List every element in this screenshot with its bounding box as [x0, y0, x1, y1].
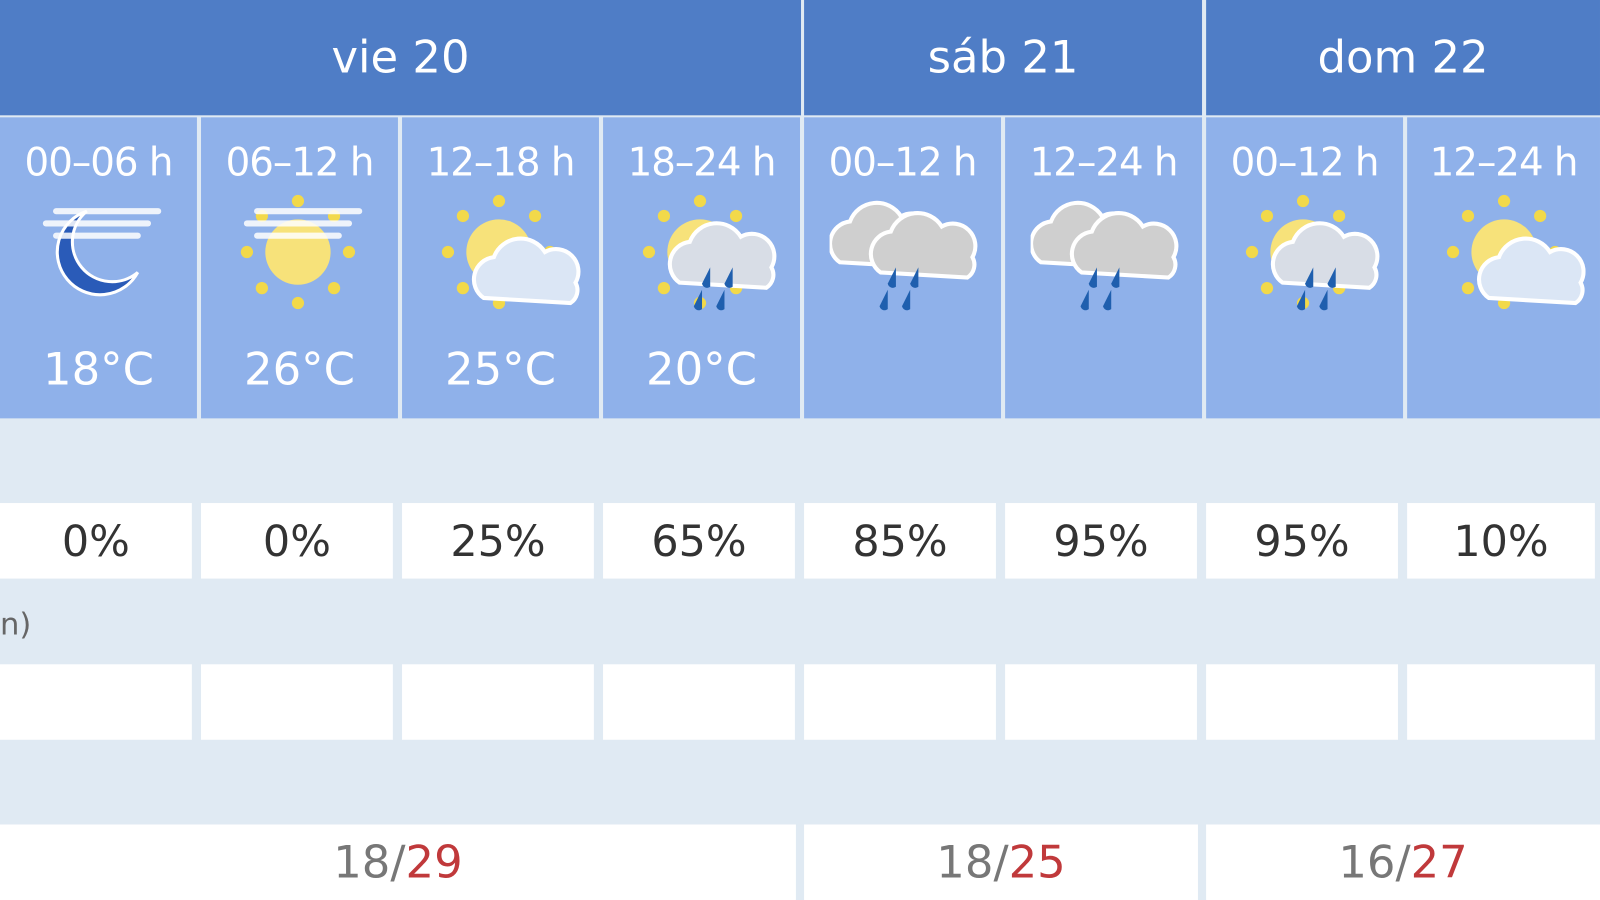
period-label: 12–24 h: [1429, 139, 1579, 185]
period-temp: 26°C: [244, 343, 355, 396]
cloud-rain-icon: [829, 200, 978, 311]
min-temp: 18: [333, 836, 391, 889]
max-temp: 29: [405, 836, 463, 889]
period-label: 18–24 h: [627, 139, 777, 185]
separator: /: [390, 836, 406, 889]
empty-cell: [1206, 664, 1398, 740]
period-temp: 20°C: [646, 343, 757, 396]
period-temp: 18°C: [43, 343, 154, 396]
precip-probability: 0%: [201, 503, 393, 579]
period-column: 00–12 h: [1206, 117, 1404, 419]
separator: /: [1395, 836, 1411, 889]
empty-cell: [603, 664, 795, 740]
period-label: 00–06 h: [24, 139, 174, 185]
empty-cell: [402, 664, 594, 740]
period-column: 12–24 h: [1005, 117, 1203, 419]
cloud-rain-icon: [1030, 200, 1179, 311]
min-max-temp: 18 / 25: [804, 824, 1198, 900]
empty-cell: [0, 664, 192, 740]
day-header: sáb 21: [804, 0, 1203, 116]
day-header: dom 22: [1206, 0, 1600, 116]
period-column: 12–24 h: [1407, 117, 1600, 419]
empty-cell: [1005, 664, 1197, 740]
period-temp: 25°C: [445, 343, 556, 396]
min-temp: 18: [936, 836, 994, 889]
empty-cell: [201, 664, 393, 740]
period-label: 00–12 h: [828, 139, 978, 185]
day-header: vie 20: [0, 0, 802, 116]
precip-probability: 25%: [402, 503, 594, 579]
max-temp: 25: [1008, 836, 1066, 889]
period-label: 00–12 h: [1230, 139, 1380, 185]
sun-cloud-icon: [1446, 194, 1586, 310]
precip-probability: 10%: [1407, 503, 1595, 579]
period-label: 12–24 h: [1029, 139, 1179, 185]
period-column: 12–18 h 25°C: [402, 117, 599, 419]
sun-cloud-rain-icon: [1245, 194, 1380, 311]
period-column: 00–12 h: [804, 117, 1002, 419]
period-column: 18–24 h 20°C: [603, 117, 800, 419]
min-temp: 16: [1338, 836, 1396, 889]
period-label: 06–12 h: [225, 139, 375, 185]
min-max-temp: 16 / 27: [1206, 824, 1600, 900]
sun-haze-icon: [240, 194, 363, 310]
precip-probability: 95%: [1206, 503, 1398, 579]
row-label: n): [0, 607, 32, 643]
sun-cloud-icon: [441, 194, 581, 310]
precip-probability: 65%: [603, 503, 795, 579]
period-column: 06–12 h 26°C: [201, 117, 398, 419]
empty-cell: [804, 664, 996, 740]
separator: /: [993, 836, 1009, 889]
max-temp: 27: [1410, 836, 1468, 889]
period-column: 00–06 h 18°C: [0, 117, 197, 419]
precip-probability: 95%: [1005, 503, 1197, 579]
sun-cloud-rain-icon: [642, 194, 777, 311]
period-label: 12–18 h: [426, 139, 576, 185]
precip-probability: 0%: [0, 503, 192, 579]
empty-cell: [1407, 664, 1595, 740]
precip-probability: 85%: [804, 503, 996, 579]
moon-haze-icon: [42, 208, 162, 297]
min-max-temp: 18 / 29: [0, 824, 796, 900]
